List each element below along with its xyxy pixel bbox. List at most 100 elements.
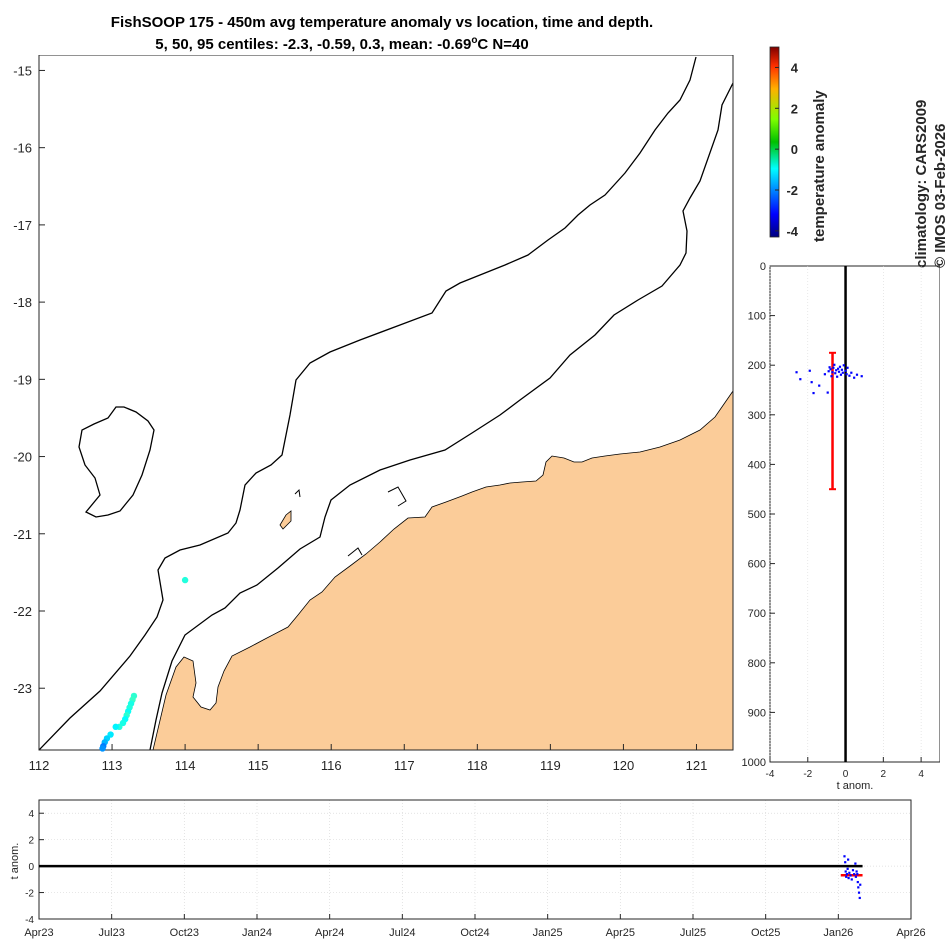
depth-data-point xyxy=(833,363,836,366)
ts-data-point xyxy=(843,855,846,858)
depth-xlabel: t anom. xyxy=(837,780,874,792)
depth-x-tick-label: 4 xyxy=(918,769,924,780)
depth-data-point xyxy=(855,373,859,376)
depth-data-point xyxy=(841,371,844,374)
ts-data-point xyxy=(855,870,858,873)
depth-data-point xyxy=(832,366,835,369)
depth-data-point xyxy=(812,391,815,395)
ts-x-tick-label: Jan24 xyxy=(242,927,272,939)
ts-data-point xyxy=(847,877,850,880)
map-x-tick-label: 119 xyxy=(540,758,561,773)
depth-y-tick-label: 900 xyxy=(748,707,766,719)
depth-data-point xyxy=(826,391,829,394)
depth-data-point xyxy=(823,373,826,376)
reef-contour xyxy=(78,406,155,518)
copyright-credit: © IMOS 03-Feb-2026 xyxy=(932,124,949,268)
map-axes-box xyxy=(38,55,734,751)
colorbar: -4 -2 0 2 4 temperature anomaly xyxy=(769,46,828,242)
depth-y-tick-label: 700 xyxy=(748,608,766,620)
depth-data-point xyxy=(829,368,832,371)
depth-data-point xyxy=(845,373,848,376)
depth-data-point xyxy=(842,364,845,367)
colorbar-tick-label: -4 xyxy=(786,224,798,239)
map-x-tick-label: 113 xyxy=(102,758,123,773)
ts-data-point xyxy=(845,873,849,876)
ts-data-point xyxy=(857,891,861,894)
colorbar-tick-label: 0 xyxy=(791,142,798,157)
ts-x-tick-label: Apr23 xyxy=(24,927,53,939)
title-line-2: 5, 50, 95 centiles: -2.3, -0.59, 0.3, me… xyxy=(155,35,528,53)
title-degree: o xyxy=(471,35,477,46)
ts-x-tick-label: Oct23 xyxy=(170,927,199,939)
depth-data-point xyxy=(836,375,839,378)
depth-y-tick-label: 0 xyxy=(760,261,766,273)
colorbar-tick-label: -2 xyxy=(786,183,798,198)
ts-x-tick-label: Jan26 xyxy=(823,927,853,939)
map-y-tick-label: -16 xyxy=(13,141,32,156)
depth-data-point xyxy=(837,370,841,373)
depth-data-point xyxy=(844,369,847,372)
depth-data-point xyxy=(838,365,842,368)
map-y-tick-label: -20 xyxy=(13,450,32,465)
timeseries-plot: Apr23 Jul23 Oct23 Jan24 Apr24 Jul24 Oct24 Jan25… xyxy=(9,799,926,939)
island xyxy=(279,510,292,530)
reef-fragment xyxy=(294,488,301,498)
map-y-tick-label: -19 xyxy=(13,372,32,387)
ts-data-point xyxy=(859,883,862,886)
depth-data-point xyxy=(848,374,851,377)
depth-data-point xyxy=(837,367,840,370)
coastal-fragment xyxy=(387,486,407,507)
ts-data-point xyxy=(844,861,847,864)
depth-data-point xyxy=(850,371,853,374)
contour-2000m xyxy=(149,82,733,750)
colorbar-tick-label: 2 xyxy=(791,101,798,116)
depth-data-point xyxy=(840,368,843,371)
depth-data-point xyxy=(860,375,863,378)
ts-y-tick-label: -4 xyxy=(25,915,34,926)
depth-y-tick-label: 400 xyxy=(748,459,766,471)
ts-axes-box xyxy=(38,799,912,920)
ts-data-point xyxy=(856,873,859,876)
colorbar-gradient xyxy=(769,46,780,238)
depth-axes-box xyxy=(769,265,940,763)
ts-data-point xyxy=(849,874,852,877)
depth-x-tick-label: -4 xyxy=(766,769,775,780)
ts-x-tick-label: Apr25 xyxy=(606,927,635,939)
depth-y-tick-label: 300 xyxy=(748,410,766,422)
ts-data-point xyxy=(848,871,851,874)
ts-x-tick-label: Apr24 xyxy=(315,927,344,939)
depth-data-point xyxy=(799,378,802,381)
ts-x-tick-label: Jul24 xyxy=(389,927,415,939)
depth-y-tick-label: 600 xyxy=(748,559,766,571)
depth-y-tick-label: 500 xyxy=(748,509,766,521)
map-y-tick-label: -21 xyxy=(13,527,32,542)
map-y-tick-label: -18 xyxy=(13,295,32,310)
depth-data-point xyxy=(830,375,833,378)
map-x-tick-label: 121 xyxy=(686,758,708,773)
ts-data-point xyxy=(854,875,857,878)
depth-data-point xyxy=(810,381,813,384)
ts-y-tick-label: 2 xyxy=(28,836,34,847)
ts-data-point xyxy=(847,858,850,861)
map-x-tick-label: 116 xyxy=(321,758,342,773)
colorbar-tick-label: 4 xyxy=(791,60,799,75)
ts-y-tick-label: -2 xyxy=(25,889,34,900)
map-data-point xyxy=(112,723,119,731)
ts-data-point xyxy=(850,878,853,881)
ts-data-point xyxy=(845,875,848,878)
land-mass xyxy=(152,390,733,750)
depth-data-point xyxy=(835,369,838,372)
map-y-tick-label: -17 xyxy=(13,218,32,233)
ts-x-tick-label: Jan25 xyxy=(533,927,563,939)
map-data-point xyxy=(99,745,106,752)
map-y-tick-label: -23 xyxy=(13,681,32,696)
ts-data-point xyxy=(858,896,861,900)
depth-data-point xyxy=(795,371,798,374)
ts-x-tick-label: Oct25 xyxy=(751,927,780,939)
map-x-tick-label: 117 xyxy=(394,758,415,773)
colorbar-label: temperature anomaly xyxy=(811,90,828,242)
depth-y-tick-label: 800 xyxy=(748,658,766,670)
title-line-2-main: 5, 50, 95 centiles: -2.3, -0.59, 0.3, me… xyxy=(155,36,471,53)
depth-data-point xyxy=(808,369,811,372)
